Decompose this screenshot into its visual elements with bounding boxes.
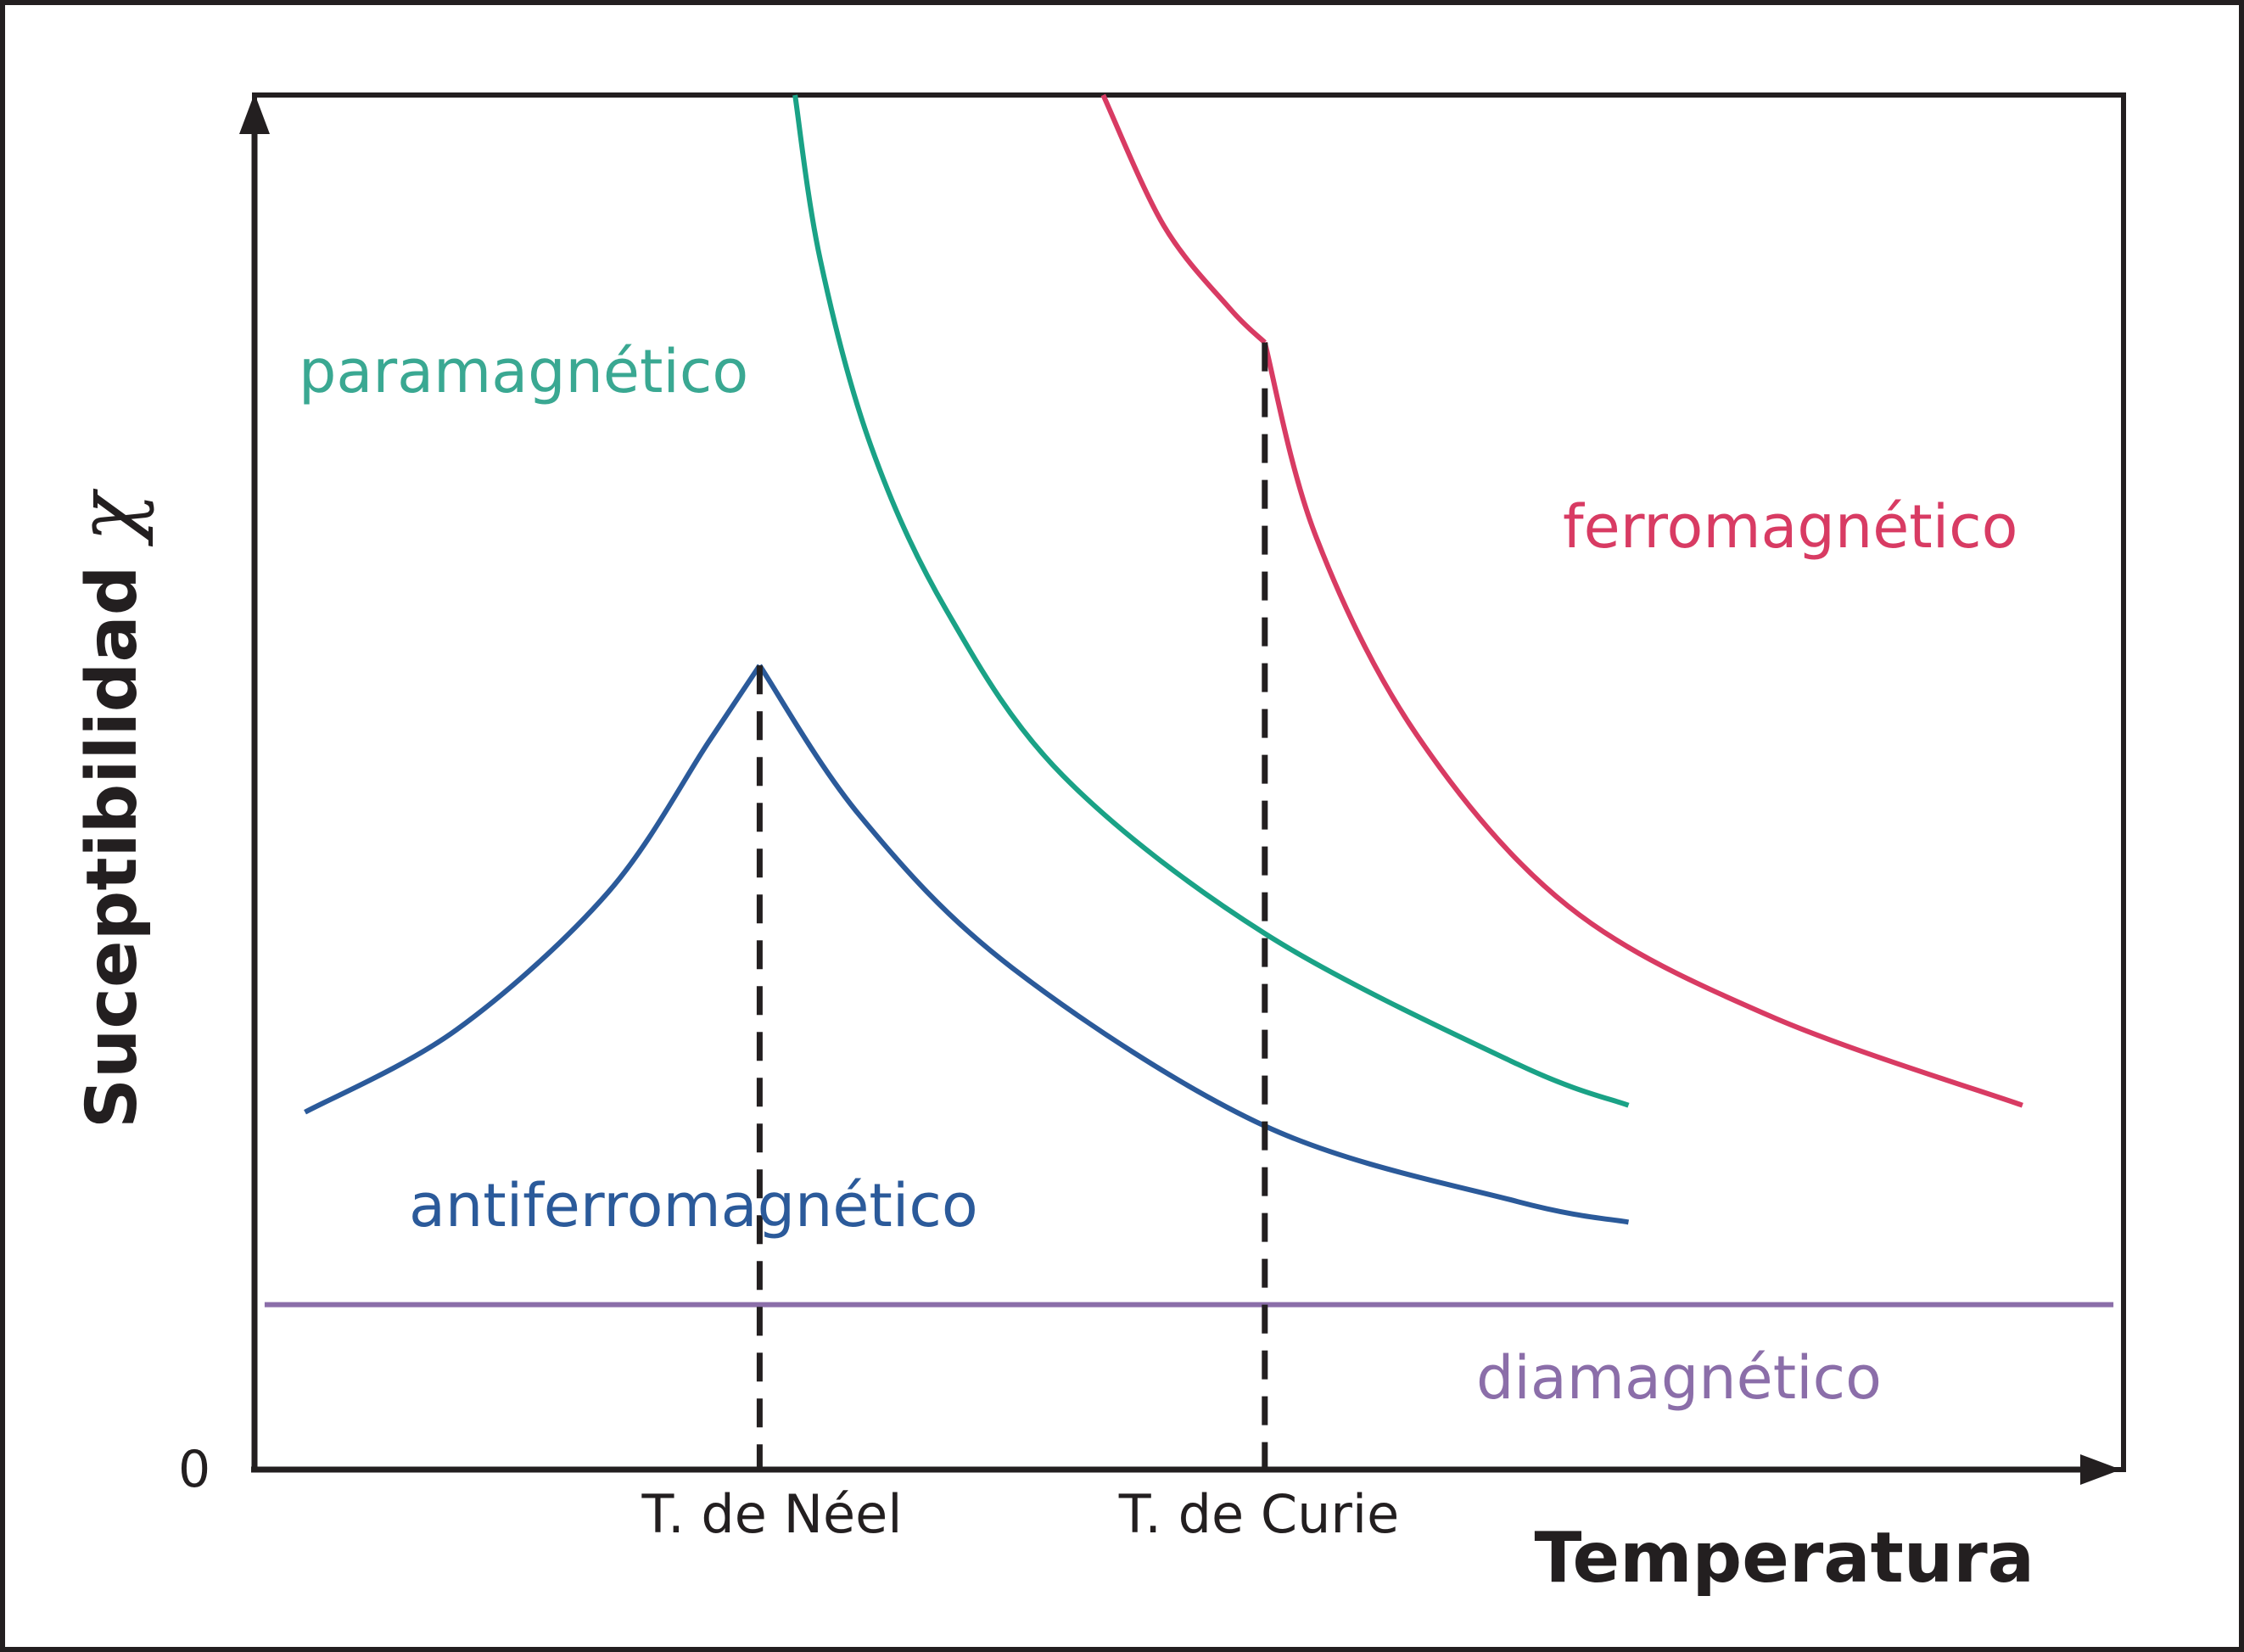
y-axis-title-group: Suceptibilidad χ bbox=[60, 489, 155, 1128]
x-tick-label-curie: T. de Curie bbox=[1118, 1483, 1400, 1545]
series-label-ferromagnetico: ferromagnético bbox=[1563, 492, 2017, 562]
y-axis-title-text: Suceptibilidad bbox=[72, 566, 153, 1128]
series-layer bbox=[264, 93, 2114, 1308]
series-line-antiferromagnetico-part-1 bbox=[304, 664, 762, 1115]
x-axis-arrow bbox=[2080, 1454, 2121, 1485]
series-label-paramagnetico: paramagnético bbox=[299, 337, 748, 406]
y-axis-arrow bbox=[239, 93, 270, 134]
series-label-diamagnetico: diamagnético bbox=[1476, 1343, 1882, 1413]
series-line-ferromagnetico-part-2 bbox=[1262, 341, 2023, 1108]
y-axis-title: Suceptibilidad χ bbox=[60, 489, 155, 1128]
x-tick-label-neel: T. de Néel bbox=[641, 1483, 902, 1545]
vline-layer bbox=[756, 342, 1268, 1470]
series-line-antiferromagnetico-part-2 bbox=[757, 664, 1630, 1225]
y-axis-title-symbol: χ bbox=[60, 489, 155, 547]
series-line-ferromagnetico-part-1 bbox=[1100, 93, 1267, 344]
series-line-paramagnetico-part-1 bbox=[792, 94, 1630, 1108]
x-axis-title: Temperatura bbox=[1534, 1518, 2034, 1599]
y-tick-label-zero: 0 bbox=[178, 1440, 210, 1499]
series-label-antiferromagnetico: antiferromagnético bbox=[409, 1171, 978, 1240]
